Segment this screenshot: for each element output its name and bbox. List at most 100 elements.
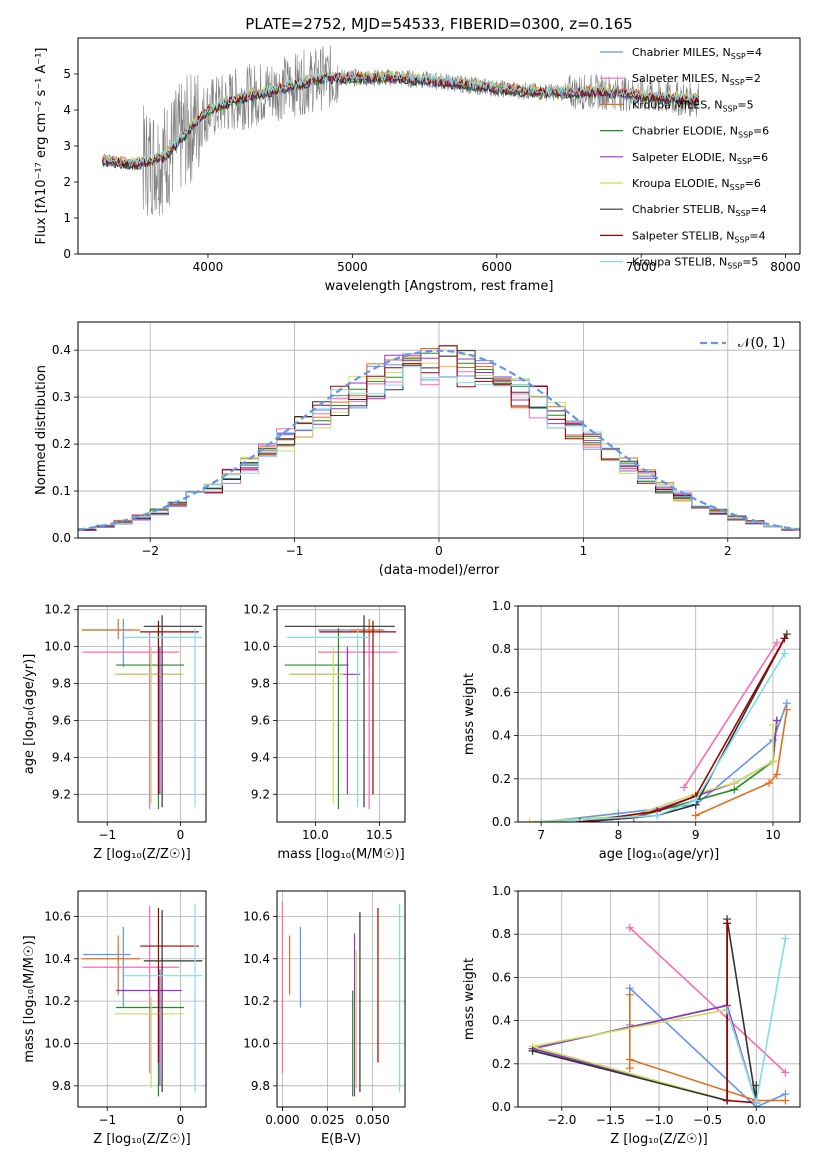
x-tick-label: −2.0 [547,1113,576,1127]
plus-marker [765,779,774,788]
y-tick-label: 10.6 [243,909,270,923]
legend-label: Chabrier MILES, N [632,46,731,59]
plus-marker [723,1005,732,1014]
legend-sub: SSP [730,183,745,192]
plus-marker [781,1096,790,1105]
x-tick-label: 0 [435,544,443,558]
y-axis-label: mass weight [462,958,477,1040]
axes-frame [77,321,801,539]
y-tick-label: 10.2 [243,994,270,1008]
panel-age_vs_Z: −1 0 9.2 9.4 9.6 9.8 10.0 10.2 Z [log₁₀(Z/Z☉)] ag… [22,603,207,862]
legend-sub: SSP [722,104,737,113]
x-tick-label: 0 [177,828,185,842]
y-tick-label: 10.0 [243,1036,270,1050]
x-tick-label: 0.0 [747,1113,766,1127]
plus-marker [537,818,546,822]
plot-area [518,606,800,822]
y-tick-label: 0.1 [52,484,71,498]
plot-area [78,891,206,1107]
plus-marker [782,630,791,639]
x-tick-label: 10 [765,828,780,842]
plus-marker [768,720,777,729]
y-tick-label: 10.2 [44,603,71,617]
legend-sub: SSP [730,78,745,87]
weight-line [695,709,788,817]
y-tick-label: 10.2 [243,603,270,617]
x-tick-label: −0.5 [693,1113,722,1127]
histogram-step [78,366,800,530]
x-axis-label: (data-model)/error [379,563,500,578]
x-tick-label: −2 [141,544,159,558]
plus-marker [653,811,662,820]
x-tick-label: 10.5 [366,828,393,842]
plus-marker [625,1064,634,1073]
legend-suffix: =6 [745,177,761,190]
y-tick-label: 3 [63,139,71,153]
y-tick-label: 0.2 [492,772,511,786]
x-tick-label: 7000 [626,260,657,274]
y-axis-label: mass [log₁₀(M/M☉)] [22,935,37,1062]
legend-label: Salpeter ELODIE, N [632,151,737,164]
y-tick-label: 10.0 [44,640,71,654]
y-tick-label: 0.2 [492,1057,511,1071]
legend-label: Kroupa MILES, N [632,98,722,111]
plus-marker [780,649,789,658]
legend-entry: Kroupa MILES, NSSP=5 [632,98,754,113]
legend-entry: Salpeter MILES, NSSP=2 [632,72,761,87]
legend-entry: Chabrier STELIB, NSSP=4 [632,203,767,218]
plus-marker [625,1055,634,1064]
axes-frame [276,890,406,1108]
legend-sub: SSP [737,157,752,166]
legend-entry: Chabrier ELODIE, NSSP=6 [632,125,769,140]
y-tick-label: 9.6 [52,713,71,727]
plus-marker [723,919,732,928]
panel-mass_vs_ebv: 0.000 0.025 0.050 9.8 10.0 10.2 10.4 10.6 E(B-V) [243,890,406,1147]
x-axis-label: Z [log₁₀(Z/Z☉)] [610,1132,707,1147]
x-axis-label: E(B-V) [321,1132,361,1147]
y-tick-label: 9.8 [251,1079,270,1093]
y-tick-label: 10.4 [44,952,71,966]
plus-marker [781,934,790,943]
model-spectrum-line [102,69,699,167]
legend-suffix: =6 [752,151,768,164]
legend-suffix: =6 [753,125,769,138]
plot-area [78,322,800,538]
legend-suffix: =5 [737,98,753,111]
y-tick-label: 2 [63,175,71,189]
x-axis-label: Z [log₁₀(Z/Z☉)] [93,847,190,862]
y-tick-label: 10.2 [44,994,71,1008]
plus-marker [525,818,534,822]
legend-suffix: =4 [746,46,762,59]
y-axis-label: age [log₁₀(age/yr)] [22,654,37,775]
legend-sub: SSP [734,235,749,244]
plot-area [102,45,700,216]
x-tick-label: −1 [98,828,116,842]
legend-suffix: =4 [751,203,767,216]
y-tick-label: 0 [63,247,71,261]
legend-suffix: =2 [745,72,761,85]
x-axis-label: mass [log₁₀(M/M☉)] [277,847,404,862]
y-axis-label: Flux [fλ10⁻¹⁷ erg cm⁻² s⁻¹ A⁻¹] [34,48,49,245]
y-tick-label: 0.4 [52,343,71,357]
y-tick-label: 0.8 [492,642,511,656]
plus-marker [780,634,789,643]
legend-sub: SSP [727,262,742,271]
y-tick-label: 9.2 [251,787,270,801]
weight-line [532,1004,757,1103]
legend-entry: Kroupa ELODIE, NSSP=6 [632,177,761,192]
legend-suffix: =4 [749,229,765,242]
plus-marker [528,1046,537,1055]
x-tick-label: 4000 [193,260,224,274]
plus-marker [691,796,700,805]
gaussian-curve [78,349,800,531]
plus-marker [768,757,777,766]
plus-marker [625,923,634,932]
plus-marker [772,770,781,779]
x-tick-label: −1.5 [596,1113,625,1127]
legend-sub: SSP [731,52,746,61]
plot-area [78,606,206,822]
x-tick-label: 1 [580,544,588,558]
x-tick-label: 0.000 [265,1113,299,1127]
weight-line [683,642,778,788]
